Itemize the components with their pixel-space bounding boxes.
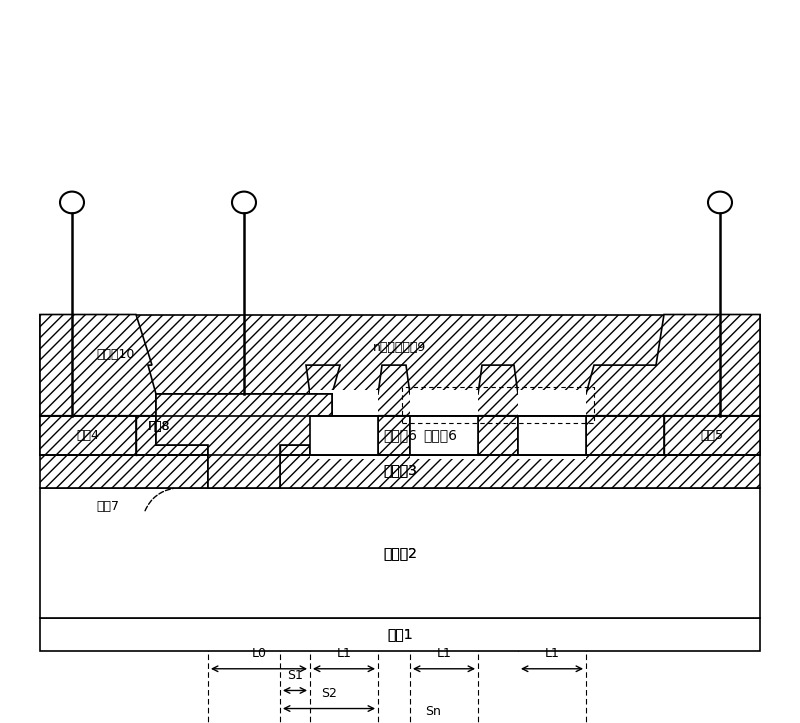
Text: 钝化层6: 钝化层6 <box>423 429 457 442</box>
Polygon shape <box>40 315 760 416</box>
Polygon shape <box>156 394 332 488</box>
Text: 源极4: 源极4 <box>77 429 99 442</box>
Text: Sn: Sn <box>425 705 441 718</box>
Bar <box>518 394 586 455</box>
Bar <box>310 394 378 455</box>
Text: L0: L0 <box>251 647 266 660</box>
Polygon shape <box>156 394 332 488</box>
Text: L1: L1 <box>337 647 351 660</box>
Text: 过渡层2: 过渡层2 <box>383 546 417 560</box>
Bar <box>40 416 136 455</box>
Bar <box>208 416 280 455</box>
Bar <box>410 394 478 455</box>
Text: 衬底1: 衬底1 <box>387 628 413 641</box>
Text: Γ栅8: Γ栅8 <box>148 420 170 433</box>
Bar <box>156 394 332 416</box>
Bar <box>518 390 586 459</box>
Bar <box>664 416 760 455</box>
Text: L1: L1 <box>545 647 559 660</box>
Bar <box>664 416 760 455</box>
Bar <box>40 416 136 455</box>
Bar <box>518 416 586 455</box>
Bar <box>40 315 760 416</box>
Bar <box>310 416 378 455</box>
Bar <box>518 416 586 455</box>
Bar <box>40 455 760 488</box>
Bar <box>410 416 478 455</box>
Bar <box>310 390 378 459</box>
Bar <box>156 394 332 419</box>
Text: 凹槽7: 凹槽7 <box>96 500 119 513</box>
Text: S1: S1 <box>287 669 303 682</box>
Bar <box>40 416 760 455</box>
Text: 势垒层3: 势垒层3 <box>383 463 417 477</box>
Bar <box>40 618 760 651</box>
Text: 过渡层2: 过渡层2 <box>383 546 417 560</box>
Text: 衬底1: 衬底1 <box>387 628 413 641</box>
Bar <box>410 416 478 455</box>
Bar <box>518 416 586 455</box>
Text: 势垒层3: 势垒层3 <box>383 463 417 477</box>
Bar <box>310 416 378 455</box>
Bar <box>410 390 478 459</box>
Bar <box>40 488 760 618</box>
Bar <box>310 416 378 455</box>
Text: S2: S2 <box>321 687 337 700</box>
Polygon shape <box>156 394 332 488</box>
Text: Γ栅8: Γ栅8 <box>148 420 170 433</box>
Text: L1: L1 <box>437 647 451 660</box>
Text: 保护层10: 保护层10 <box>96 348 134 361</box>
Text: 钝化层6: 钝化层6 <box>383 429 417 442</box>
Bar <box>410 416 478 455</box>
Text: n个浮空场板9: n个浮空场板9 <box>374 341 426 354</box>
Text: 漏极5: 漏极5 <box>701 429 723 442</box>
